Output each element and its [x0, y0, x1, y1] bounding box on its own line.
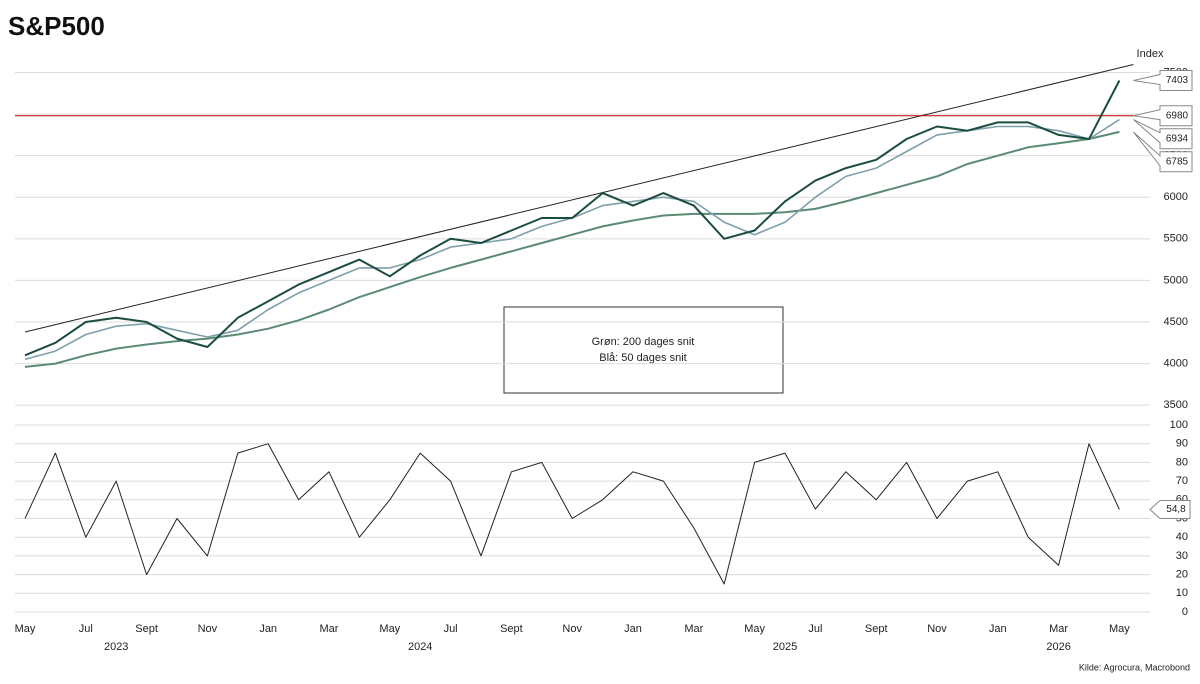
y-tick-label: 5500 [1164, 233, 1188, 245]
y-tick-label: 10 [1176, 587, 1188, 599]
x-tick-label: Mar [1049, 623, 1068, 635]
year-label: 2023 [104, 641, 128, 653]
x-tick-label: Jan [989, 623, 1007, 635]
y-tick-label: 6000 [1164, 191, 1188, 203]
end-label: 7403 [1166, 75, 1189, 86]
x-tick-label: Mar [684, 623, 703, 635]
end-label: 6785 [1166, 156, 1189, 167]
source: Kilde: Agrocura, Macrobond [1079, 662, 1190, 672]
trendline [24, 63, 1134, 333]
y-tick-label: 4000 [1164, 358, 1188, 370]
y-tick-label: 70 [1176, 475, 1188, 487]
year-label: 2024 [408, 641, 432, 653]
x-tick-label: Sept [135, 623, 158, 635]
x-tick-label: Jan [259, 623, 277, 635]
axis-label: Index [1137, 48, 1164, 60]
x-tick-label: Sept [500, 623, 523, 635]
x-tick-label: Sept [865, 623, 888, 635]
x-tick-label: Jul [808, 623, 822, 635]
end-label-box [1133, 131, 1193, 173]
y-tick-label: 0 [1182, 606, 1188, 618]
end-label: 54,8 [1166, 504, 1186, 515]
x-tick-label: May [15, 623, 36, 635]
x-tick-label: Nov [927, 623, 947, 635]
year-label: 2026 [1046, 641, 1070, 653]
x-tick-label: Jul [444, 623, 458, 635]
y-tick-label: 3500 [1164, 399, 1188, 411]
x-tick-label: May [379, 623, 400, 635]
y-tick-label: 30 [1176, 550, 1188, 562]
x-tick-label: Mar [320, 623, 339, 635]
data [15, 63, 1145, 585]
y-tick-label: 100 [1170, 419, 1188, 431]
series-line [24, 130, 1120, 368]
y-tick-label: 20 [1176, 569, 1188, 581]
x-tick-label: May [744, 623, 765, 635]
end-label-box [1149, 500, 1191, 520]
x-tick-label: Jan [624, 623, 642, 635]
end-label: 6934 [1166, 133, 1189, 144]
series-line [24, 80, 1121, 357]
x-tick-label: Jul [79, 623, 93, 635]
series-line [24, 443, 1120, 585]
y-tick-label: 5000 [1164, 274, 1188, 286]
labels: 3500400045005000550060006500700075007403… [15, 66, 1193, 653]
end-label-box [1133, 105, 1193, 127]
end-label-box [1133, 70, 1193, 92]
x-tick-label: May [1109, 623, 1130, 635]
y-tick-label: 90 [1176, 438, 1188, 450]
x-tick-label: Nov [198, 623, 218, 635]
y-tick-label: 4500 [1164, 316, 1188, 328]
year-label: 2025 [773, 641, 797, 653]
chart-title: S&P500 [8, 11, 105, 41]
x-tick-label: Nov [562, 623, 582, 635]
end-label: 6980 [1166, 110, 1189, 121]
end-label-box [1133, 119, 1193, 150]
grid [15, 71, 1150, 613]
note: Grøn: 200 dages snit [592, 336, 695, 348]
y-tick-label: 80 [1176, 456, 1188, 468]
note: Blå: 50 dages snit [599, 352, 686, 364]
y-tick-label: 40 [1176, 531, 1188, 543]
note-box [503, 306, 784, 394]
